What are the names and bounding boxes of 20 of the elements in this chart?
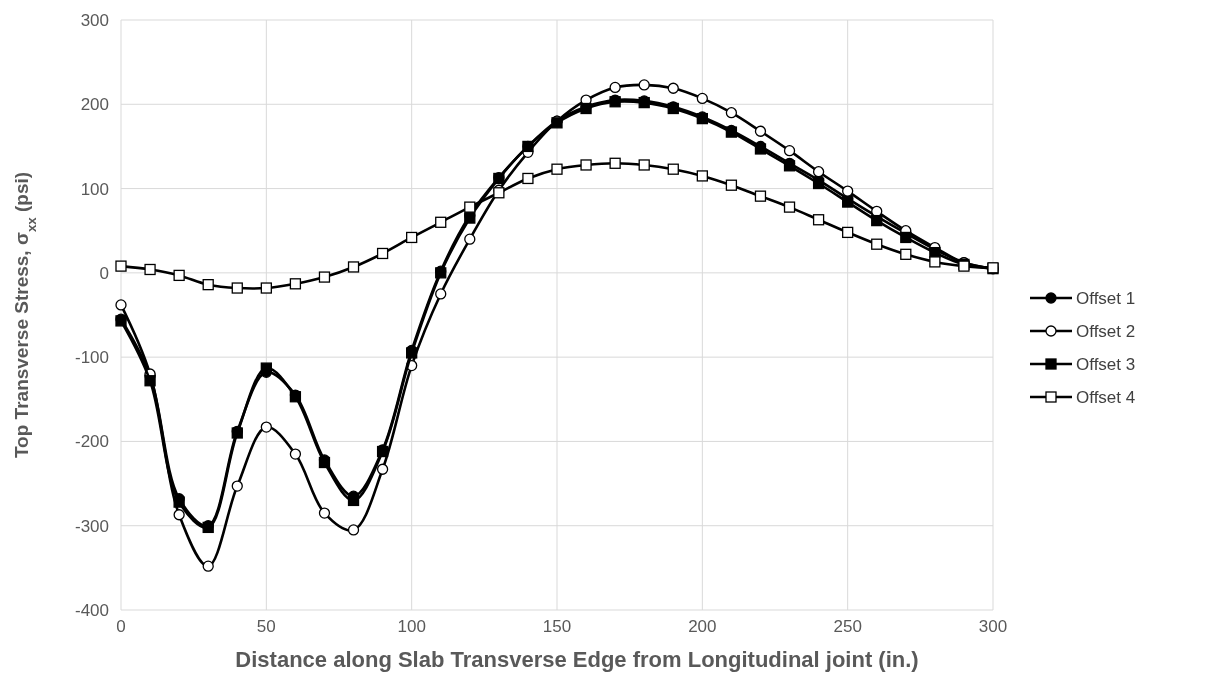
- y-tick-label: 0: [99, 263, 109, 283]
- y-tick-label: -300: [74, 516, 109, 536]
- legend-label: Offset 1: [1076, 288, 1136, 308]
- legend-label: Offset 3: [1076, 354, 1136, 374]
- x-tick-label: 300: [978, 617, 1008, 636]
- x-tick-label: 150: [542, 617, 572, 636]
- x-tick-label: 50: [256, 617, 276, 636]
- y-tick-label: 200: [80, 95, 109, 115]
- x-tick-label: 100: [397, 617, 426, 636]
- legend-label: Offset 2: [1076, 321, 1136, 341]
- y-tick-label: 300: [80, 10, 109, 30]
- y-tick-label: 100: [80, 179, 109, 199]
- x-tick-label: 0: [116, 617, 126, 636]
- x-axis-title: Distance along Slab Transverse Edge from Longitudinal joint (in.): [235, 647, 919, 672]
- legend-label: Offset 4: [1076, 387, 1136, 407]
- y-tick-label: -400: [74, 600, 109, 620]
- y-tick-label: -200: [74, 432, 109, 452]
- y-tick-label: -100: [74, 348, 109, 368]
- x-tick-label: 250: [833, 617, 862, 636]
- x-tick-label: 200: [688, 617, 717, 636]
